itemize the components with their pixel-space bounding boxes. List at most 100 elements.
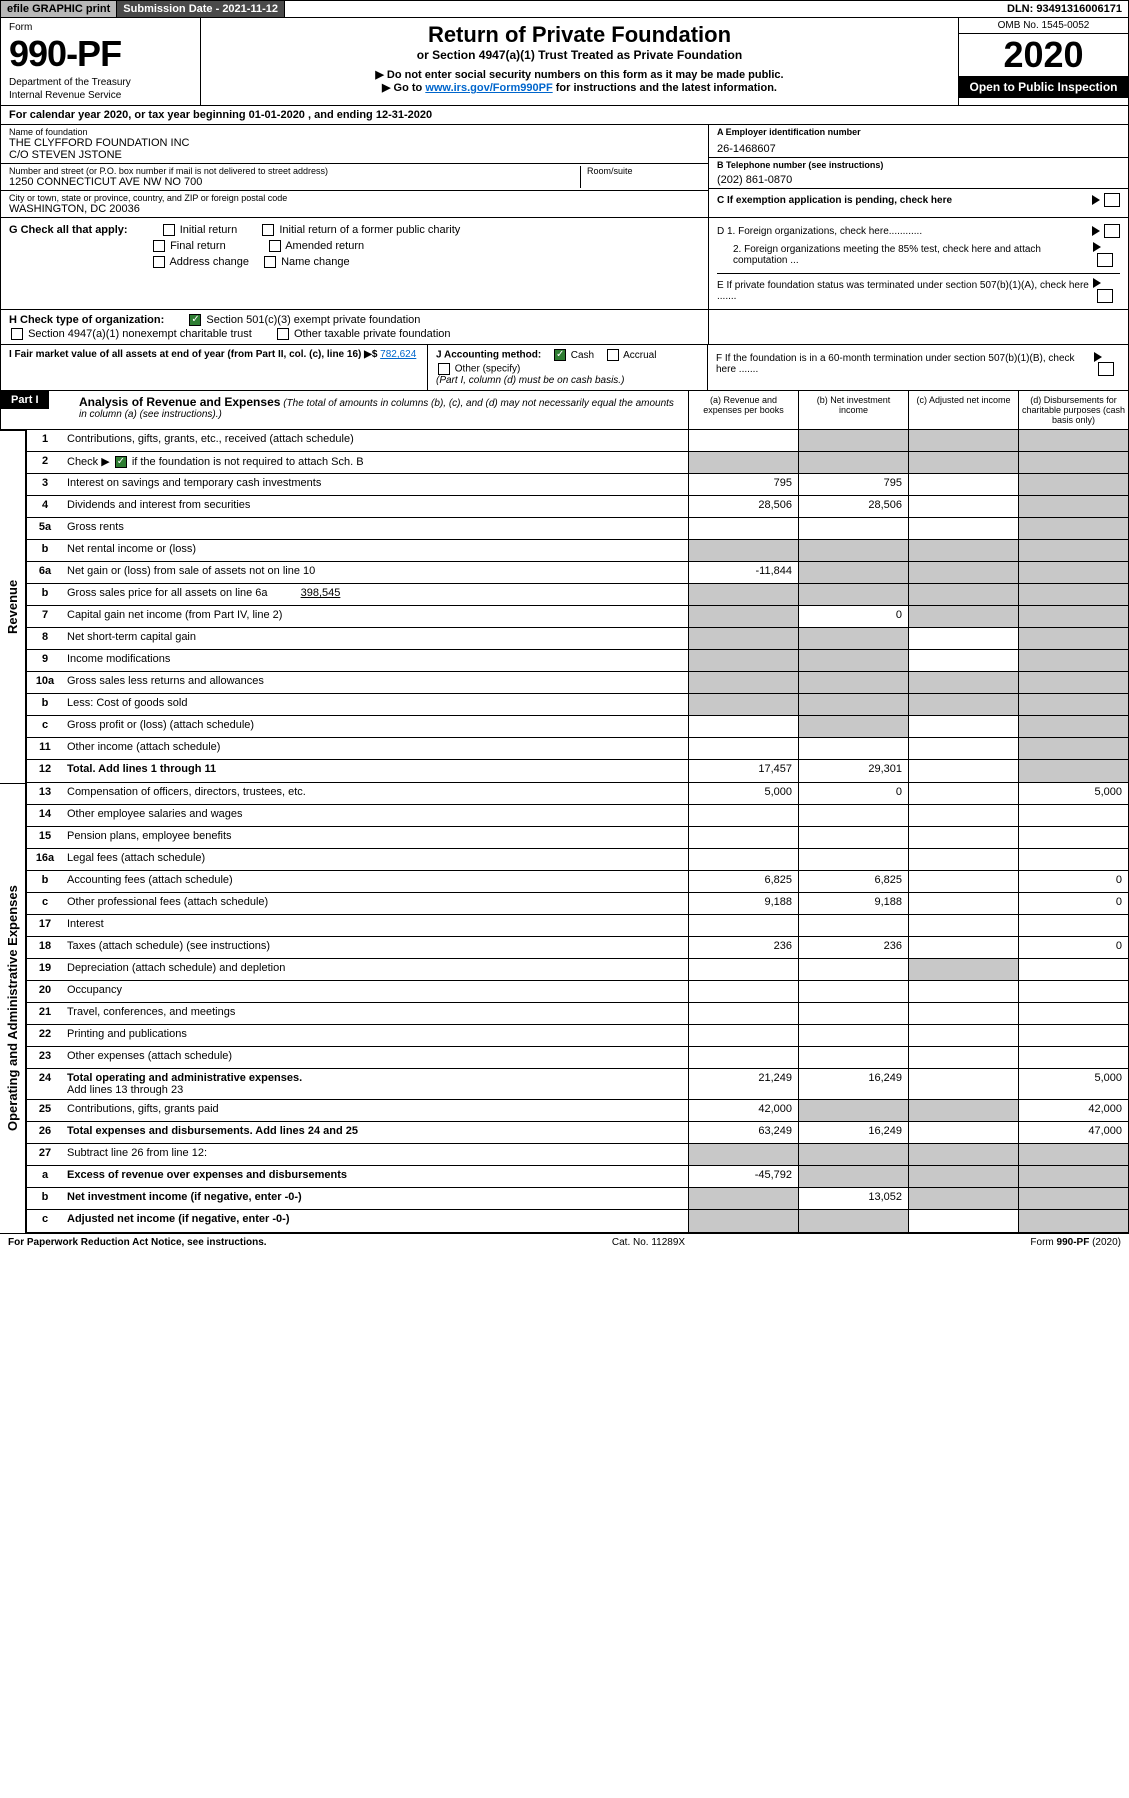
checkbox-d1[interactable]: [1104, 224, 1120, 238]
line-2: Check ▶ if the foundation is not require…: [63, 452, 688, 473]
val-7b: 0: [798, 606, 908, 627]
g-opt3: Final return: [170, 240, 226, 252]
line-27a: Excess of revenue over expenses and disb…: [63, 1166, 688, 1187]
footer-center: Cat. No. 11289X: [612, 1237, 685, 1248]
checkbox-cash[interactable]: [554, 349, 566, 361]
line-10c: Gross profit or (loss) (attach schedule): [63, 716, 688, 737]
section-ijf: I Fair market value of all assets at end…: [0, 345, 1129, 391]
top-bar: efile GRAPHIC print Submission Date - 20…: [0, 0, 1129, 18]
val-16bb: 6,825: [798, 871, 908, 892]
note2-post: for instructions and the latest informat…: [553, 82, 777, 94]
line-16a: Legal fees (attach schedule): [63, 849, 688, 870]
col-a-head: (a) Revenue and expenses per books: [688, 391, 798, 429]
checkbox-c[interactable]: [1104, 193, 1120, 207]
form-header: Form 990-PF Department of the Treasury I…: [0, 18, 1129, 106]
d1-label: D 1. Foreign organizations, check here..…: [717, 226, 922, 237]
h-opt3: Other taxable private foundation: [294, 328, 451, 340]
calyear-mid: , and ending: [305, 109, 376, 121]
val-24b: 16,249: [798, 1069, 908, 1099]
checkbox-initial-former[interactable]: [262, 224, 274, 236]
val-12b: 29,301: [798, 760, 908, 782]
form-link[interactable]: www.irs.gov/Form990PF: [425, 82, 552, 94]
line-9: Income modifications: [63, 650, 688, 671]
checkbox-amended[interactable]: [269, 240, 281, 252]
checkbox-other-taxable[interactable]: [277, 328, 289, 340]
arrow-icon: [1092, 195, 1100, 205]
checkbox-accrual[interactable]: [607, 349, 619, 361]
val-24d: 5,000: [1018, 1069, 1128, 1099]
val-16cb: 9,188: [798, 893, 908, 914]
checkbox-schb[interactable]: [115, 456, 127, 468]
part1-label: Part I: [1, 391, 49, 409]
j-note: (Part I, column (d) must be on cash basi…: [436, 375, 699, 386]
checkbox-final[interactable]: [153, 240, 165, 252]
checkbox-address[interactable]: [153, 256, 165, 268]
line-27b: Net investment income (if negative, ente…: [63, 1188, 688, 1209]
city-label: City or town, state or province, country…: [9, 193, 700, 203]
val-6a: -11,844: [688, 562, 798, 583]
line-4: Dividends and interest from securities: [63, 496, 688, 517]
line-15: Pension plans, employee benefits: [63, 827, 688, 848]
line-16c: Other professional fees (attach schedule…: [63, 893, 688, 914]
line-17: Interest: [63, 915, 688, 936]
section-g: G Check all that apply: Initial return I…: [0, 218, 1129, 310]
checkbox-d2[interactable]: [1097, 253, 1113, 267]
calyear-begin: 01-01-2020: [249, 109, 305, 121]
note2-pre: ▶ Go to: [382, 82, 425, 94]
g-opt6: Name change: [281, 256, 350, 268]
revenue-side-label: Revenue: [0, 430, 26, 783]
calyear-end: 12-31-2020: [376, 109, 432, 121]
h-label: H Check type of organization:: [9, 314, 164, 326]
val-16cd: 0: [1018, 893, 1128, 914]
d2-label: 2. Foreign organizations meeting the 85%…: [717, 244, 1093, 266]
checkbox-f[interactable]: [1098, 362, 1114, 376]
line-20: Occupancy: [63, 981, 688, 1002]
section-h: H Check type of organization: Section 50…: [0, 310, 1129, 345]
g-label: G Check all that apply:: [9, 224, 128, 236]
g-opt5: Address change: [169, 256, 249, 268]
val-18d: 0: [1018, 937, 1128, 958]
e-label: E If private foundation status was termi…: [717, 280, 1093, 302]
val-25a: 42,000: [688, 1100, 798, 1121]
arrow-icon: [1094, 352, 1102, 362]
val-26b: 16,249: [798, 1122, 908, 1143]
page-footer: For Paperwork Reduction Act Notice, see …: [0, 1233, 1129, 1251]
val-24a: 21,249: [688, 1069, 798, 1099]
ein-value: 26-1468607: [717, 137, 1120, 155]
j-label: J Accounting method:: [436, 350, 541, 361]
tax-year: 2020: [959, 34, 1128, 76]
dln-label: DLN: 93491316006171: [1001, 1, 1128, 17]
address: 1250 CONNECTICUT AVE NW NO 700: [9, 176, 580, 188]
g-opt1: Initial return: [180, 224, 237, 236]
checkbox-4947[interactable]: [11, 328, 23, 340]
efile-label[interactable]: efile GRAPHIC print: [1, 1, 117, 17]
col-d-head: (d) Disbursements for charitable purpose…: [1018, 391, 1128, 429]
val-18b: 236: [798, 937, 908, 958]
calyear-pre: For calendar year 2020, or tax year begi…: [9, 109, 249, 121]
opex-side-label: Operating and Administrative Expenses: [0, 783, 26, 1233]
line-10b: Less: Cost of goods sold: [63, 694, 688, 715]
part1-title: Analysis of Revenue and Expenses: [79, 395, 280, 409]
form-title: Return of Private Foundation: [211, 22, 948, 48]
arrow-icon: [1092, 226, 1100, 236]
line-6a: Net gain or (loss) from sale of assets n…: [63, 562, 688, 583]
checkbox-name[interactable]: [264, 256, 276, 268]
f-label: F If the foundation is in a 60-month ter…: [716, 353, 1094, 375]
line-12: Total. Add lines 1 through 11: [63, 760, 688, 782]
line-14: Other employee salaries and wages: [63, 805, 688, 826]
val-16ba: 6,825: [688, 871, 798, 892]
val-27a: -45,792: [688, 1166, 798, 1187]
j-accrual: Accrual: [623, 350, 656, 361]
part1-header: Part I Analysis of Revenue and Expenses …: [0, 391, 1129, 430]
line-1: Contributions, gifts, grants, etc., rece…: [63, 430, 688, 451]
checkbox-e[interactable]: [1097, 289, 1113, 303]
g-opt2: Initial return of a former public charit…: [279, 224, 460, 236]
val-26a: 63,249: [688, 1122, 798, 1143]
line-16b: Accounting fees (attach schedule): [63, 871, 688, 892]
info-grid: Name of foundation THE CLYFFORD FOUNDATI…: [0, 125, 1129, 218]
checkbox-initial[interactable]: [163, 224, 175, 236]
val-13a: 5,000: [688, 783, 798, 804]
checkbox-501c3[interactable]: [189, 314, 201, 326]
checkbox-other-method[interactable]: [438, 363, 450, 375]
calendar-year-row: For calendar year 2020, or tax year begi…: [0, 106, 1129, 125]
